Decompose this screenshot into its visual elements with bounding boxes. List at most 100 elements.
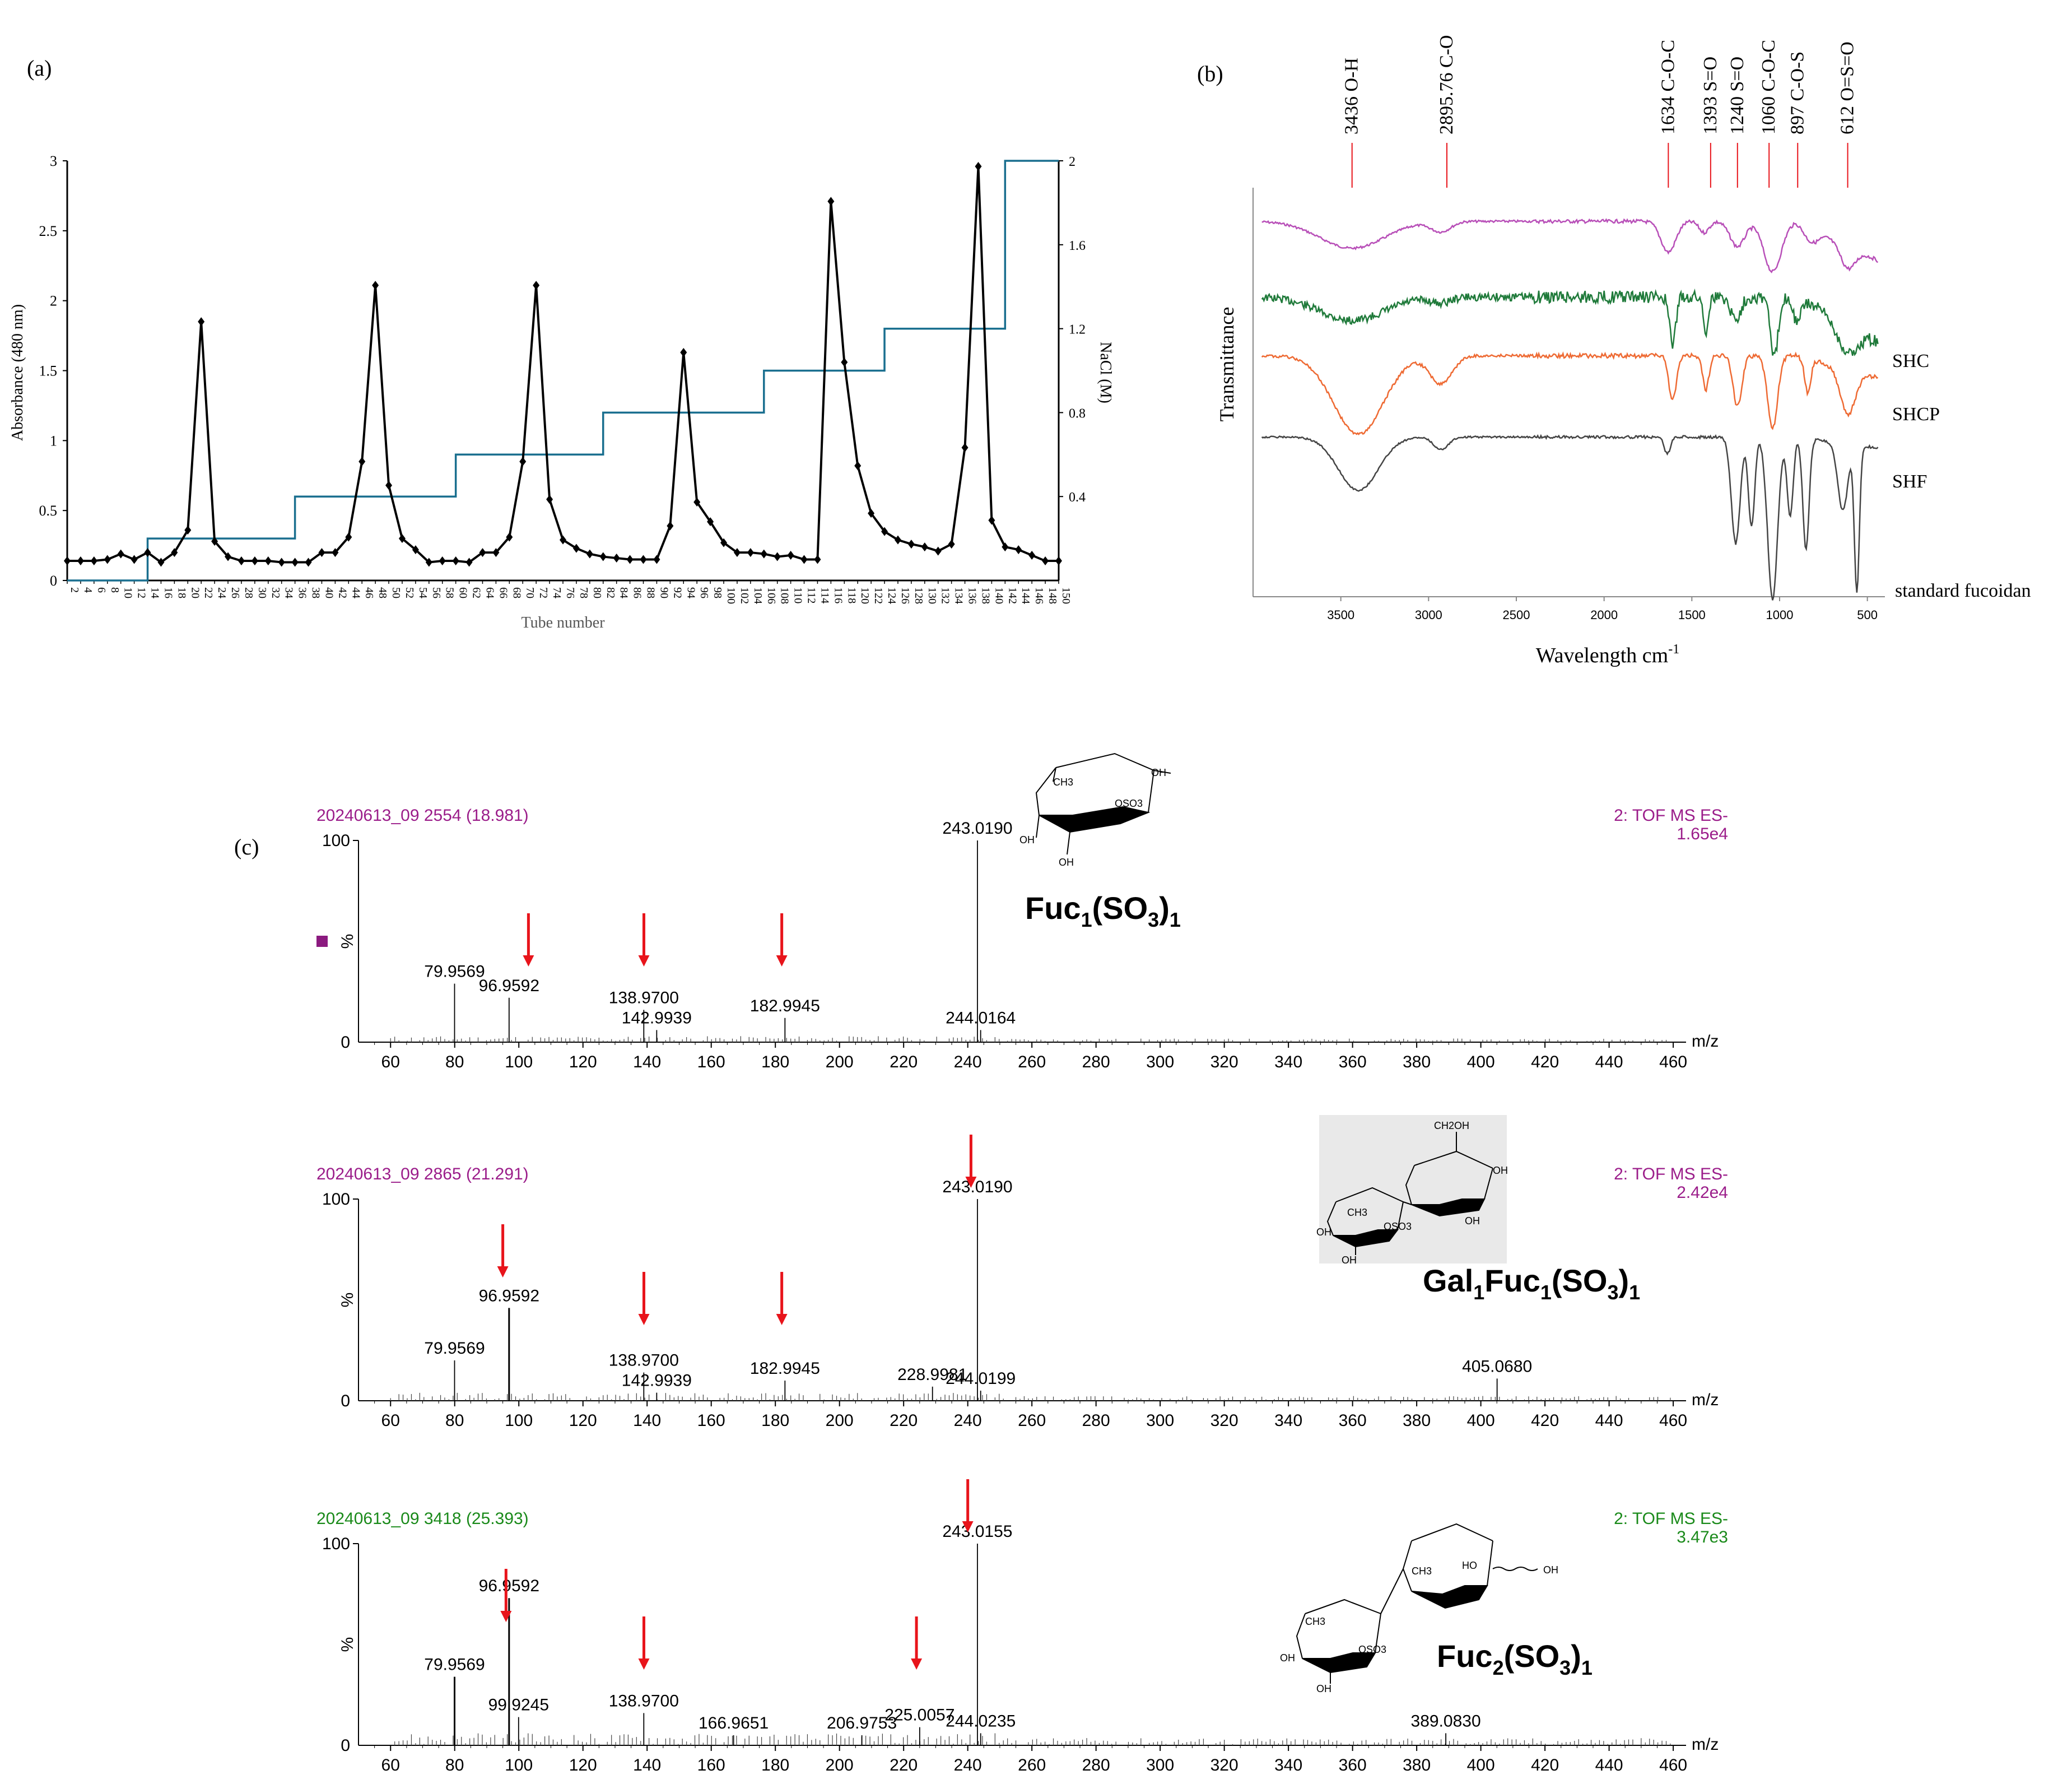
x-tick-label: 128	[912, 587, 925, 604]
ms-peak-label: 99.9245	[488, 1696, 549, 1715]
annotation-arrow-head	[638, 1658, 650, 1670]
panel-b-ftir: (b) 3500 3000 2500 2000 1500 1000 500 Transmit…	[1197, 35, 2031, 667]
absorbance-point	[465, 558, 473, 567]
ms-x-tick-label: 280	[1082, 1053, 1110, 1071]
x-tick-label: 4	[82, 587, 94, 593]
ms-x-tick-label: 320	[1210, 1756, 1238, 1774]
legend-marker	[316, 936, 328, 947]
ms-x-tick-label: 360	[1339, 1053, 1367, 1071]
x-tick-label: 58	[444, 587, 456, 598]
absorbance-point	[948, 540, 955, 549]
ms-x-tick-label: 360	[1339, 1411, 1367, 1430]
ms-peak-label: 182.9945	[750, 1359, 820, 1378]
compound-label-3: Fuc2(SO3)1	[1437, 1638, 1593, 1679]
ms-x-tick-label: 220	[890, 1053, 918, 1071]
structure-gal-fuc-so3: CH2OH OH OH CH3 OSO3 OH OH	[1316, 1115, 1508, 1266]
legend-shcp: SHCP	[1892, 404, 1940, 425]
x-tick-label: 94	[685, 587, 697, 598]
svg-text:OH: OH	[1342, 1255, 1357, 1266]
y-tick-label: 2.5	[39, 223, 58, 239]
ms-x-tick-label: 340	[1274, 1053, 1302, 1071]
ms-x-unit: m/z	[1692, 1735, 1719, 1754]
absorbance-point	[988, 515, 995, 525]
y-tick-label: 1	[50, 433, 57, 449]
y2-tick-label: 0.4	[1069, 490, 1086, 505]
absorbance-point	[198, 317, 205, 327]
ms-x-tick-label: 320	[1210, 1411, 1238, 1430]
x-tick-label: 82	[604, 587, 617, 598]
svg-text:OSO3: OSO3	[1358, 1644, 1386, 1655]
x-tick-label: 62	[471, 587, 483, 598]
x-tick-label: 134	[953, 587, 965, 604]
absorbance-point	[506, 532, 513, 542]
absorbance-point	[653, 555, 660, 564]
absorbance-point	[291, 558, 299, 567]
absorbance-point	[211, 537, 218, 546]
ms-x-tick-label: 100	[505, 1411, 533, 1430]
ms-x-tick-label: 200	[826, 1756, 854, 1774]
structure-fuc-so3	[1035, 752, 1171, 855]
ms-peak-label: 243.0155	[942, 1522, 1012, 1541]
ftir-y-title: Transmittance	[1216, 307, 1238, 422]
x-tick-label: 78	[578, 587, 590, 598]
spectrum-scale: 2.42e4	[1677, 1183, 1728, 1202]
x-tick-label: 6	[95, 587, 108, 593]
x-tick-label: 74	[551, 587, 563, 598]
x-tick-label: 28	[243, 587, 255, 598]
absorbance-point	[439, 556, 446, 566]
ms-y-top: 100	[322, 831, 350, 850]
svg-text:OH: OH	[1059, 857, 1074, 868]
ms-x-tick-label: 200	[826, 1411, 854, 1430]
ms-y-zero: 0	[341, 1033, 350, 1052]
ms-x-tick-label: 200	[826, 1053, 854, 1071]
ms-x-tick-label: 220	[890, 1756, 918, 1774]
ms-x-tick-label: 400	[1467, 1411, 1495, 1430]
svg-text:CH3: CH3	[1305, 1616, 1325, 1627]
x-tick-label: 24	[216, 587, 228, 598]
x-tick-label: 138	[979, 587, 991, 604]
absorbance-point	[586, 549, 593, 559]
y-axis-title: Absorbance (480 nm)	[9, 304, 26, 441]
absorbance-point	[238, 556, 245, 566]
absorbance-point	[894, 535, 901, 545]
absorbance-point	[171, 548, 178, 558]
absorbance-line	[64, 161, 1062, 567]
ms-peak-label: 206.9753	[827, 1714, 897, 1732]
absorbance-point	[1015, 545, 1022, 555]
absorbance-point	[854, 461, 862, 471]
x-tick-label: 26	[229, 587, 241, 598]
spectrum-scale: 3.47e3	[1677, 1528, 1728, 1546]
ftir-spectra	[1261, 218, 1879, 601]
x-tick-label: 144	[1019, 587, 1032, 604]
ms-x-tick-label: 280	[1082, 1756, 1110, 1774]
compound-label-2: Gal1Fuc1(SO3)1	[1423, 1263, 1640, 1304]
ms-x-tick-label: 100	[505, 1756, 533, 1774]
annotation-arrow-head	[776, 955, 788, 967]
ftir-x-tick-label: 2500	[1503, 608, 1530, 622]
absorbance-point	[640, 555, 647, 564]
absorbance-point	[827, 197, 835, 206]
x-tick-label: 96	[698, 587, 710, 598]
structure-fuc-so3-labels: CH3 OH OSO3 OH OH	[1019, 767, 1166, 868]
ms-x-tick-label: 160	[697, 1756, 725, 1774]
panel-label-a: (a)	[27, 55, 52, 81]
y2-axis-title: NaCl (M)	[1097, 342, 1114, 403]
absorbance-point	[961, 443, 969, 452]
absorbance-point	[131, 555, 138, 564]
ms-x-tick-label: 420	[1531, 1756, 1559, 1774]
ms-x-tick-label: 420	[1531, 1053, 1559, 1071]
x-tick-label: 102	[738, 587, 751, 604]
absorbance-point	[264, 556, 272, 566]
x-tick-label: 32	[269, 587, 282, 598]
absorbance-point	[1042, 556, 1049, 566]
ms-x-tick-label: 460	[1659, 1411, 1687, 1430]
absorbance-point	[479, 548, 486, 558]
ms-peak-label: 244.0164	[946, 1009, 1016, 1027]
absorbance-point	[425, 558, 432, 567]
ms-x-tick-label: 320	[1210, 1053, 1238, 1071]
absorbance-point	[104, 555, 111, 564]
x-tick-label: 10	[122, 587, 134, 598]
x-tick-label: 126	[899, 587, 911, 604]
absorbance-point	[881, 527, 888, 536]
